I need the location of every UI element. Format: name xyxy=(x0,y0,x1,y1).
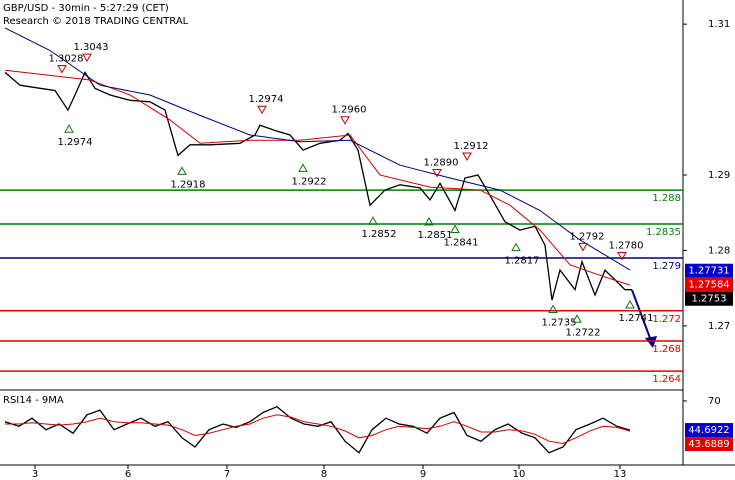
chart-subtitle: Research © 2018 TRADING CENTRAL xyxy=(3,16,189,27)
annotation-label: 1.2735 xyxy=(542,317,577,328)
x-tick-label: 13 xyxy=(614,469,627,480)
high-marker xyxy=(578,242,588,252)
price-label: 43.6889 xyxy=(688,439,729,450)
low-marker xyxy=(625,299,635,309)
annotation-label: 1.2960 xyxy=(332,105,367,116)
price-box xyxy=(685,277,733,292)
high-marker xyxy=(617,252,627,261)
low-marker xyxy=(298,163,308,172)
high-marker xyxy=(340,116,350,125)
annotation-label: 1.2722 xyxy=(566,327,601,338)
x-tick-label: 9 xyxy=(420,469,426,480)
annotation-label: 1.2974 xyxy=(58,137,93,148)
high-marker xyxy=(82,53,92,63)
annotation-label: 1.2922 xyxy=(292,176,327,187)
x-tick-label: 8 xyxy=(321,469,327,480)
series-line xyxy=(4,405,631,454)
annotation-label: 1.2912 xyxy=(454,141,489,152)
x-tick-label: 7 xyxy=(224,469,230,480)
level-label: 1.272 xyxy=(652,314,681,325)
annotation-label: 1.2741 xyxy=(619,313,654,324)
price-label: 44.6922 xyxy=(688,425,729,436)
level-label: 1.279 xyxy=(652,261,681,272)
level-label: 1.2835 xyxy=(646,227,681,238)
price-label: 1.2753 xyxy=(692,294,727,305)
price-box xyxy=(685,423,733,438)
high-marker xyxy=(462,152,472,161)
y-tick-label: 1.29 xyxy=(708,170,730,181)
y-tick-label: 70 xyxy=(708,396,721,407)
low-marker xyxy=(64,124,74,133)
level-label: 1.268 xyxy=(652,344,681,355)
price-box xyxy=(685,263,733,278)
series-line xyxy=(5,414,631,445)
annotation-label: 1.2852 xyxy=(362,229,397,240)
price-label: 1.27731 xyxy=(688,266,729,277)
annotation-label: 1.2918 xyxy=(171,179,206,190)
x-tick-label: 10 xyxy=(513,469,526,480)
annotation-label: 1.3043 xyxy=(74,42,109,53)
price-box xyxy=(685,291,733,306)
level-label: 1.264 xyxy=(652,374,681,385)
low-marker xyxy=(368,216,378,225)
low-marker xyxy=(548,304,558,313)
high-marker xyxy=(432,169,442,178)
annotation-label: 1.2792 xyxy=(570,231,605,242)
y-tick-label: 1.28 xyxy=(708,245,730,256)
forecast-arrow xyxy=(631,289,651,339)
annotation-label: 1.2851 xyxy=(418,230,453,241)
annotation-label: 1.3028 xyxy=(49,53,84,64)
series-line xyxy=(4,69,631,286)
high-marker xyxy=(57,64,67,74)
low-marker xyxy=(424,216,434,226)
forecast-arrow-head xyxy=(645,336,657,348)
annotation-label: 1.2817 xyxy=(505,256,540,267)
low-marker xyxy=(572,314,582,323)
rsi-title: RSI14 - 9MA xyxy=(3,395,64,406)
low-marker xyxy=(177,166,187,175)
y-tick-label: 1.27 xyxy=(708,321,730,332)
annotation-label: 1.2780 xyxy=(609,241,644,252)
high-marker xyxy=(257,105,267,115)
x-tick-label: 3 xyxy=(32,469,38,480)
level-label: 1.288 xyxy=(652,193,681,204)
price-label: 1.27584 xyxy=(688,280,729,291)
annotation-label: 1.2890 xyxy=(424,158,459,169)
annotation-label: 1.2841 xyxy=(444,238,479,249)
chart-title: GBP/USD - 30min - 5:27:29 (CET) xyxy=(3,3,169,14)
price-box xyxy=(685,437,733,452)
series-line xyxy=(4,27,631,271)
low-marker xyxy=(511,242,521,252)
y-tick-label: 1.31 xyxy=(708,19,730,30)
x-tick-label: 6 xyxy=(125,469,131,480)
low-marker xyxy=(450,224,460,234)
annotation-label: 1.2974 xyxy=(249,94,284,105)
